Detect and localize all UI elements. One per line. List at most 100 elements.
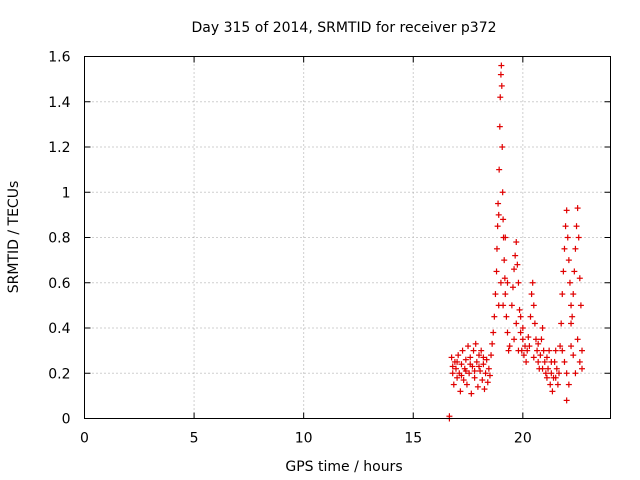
data-point <box>511 336 518 343</box>
data-point <box>543 374 550 381</box>
x-tick-label: 10 <box>295 431 313 447</box>
data-point <box>565 257 572 264</box>
data-point <box>574 336 581 343</box>
data-point <box>513 239 520 246</box>
data-point <box>577 302 584 309</box>
data-point <box>531 320 538 327</box>
data-point <box>537 352 544 359</box>
data-point <box>479 377 486 384</box>
data-point <box>579 365 586 372</box>
data-point <box>548 370 555 377</box>
data-point <box>495 211 502 218</box>
grid-lines <box>84 56 611 419</box>
x-tick-label: 0 <box>80 431 89 447</box>
x-tick-label: 5 <box>190 431 199 447</box>
data-point <box>559 347 566 354</box>
data-point <box>542 370 549 377</box>
data-point <box>481 386 488 393</box>
data-point <box>454 374 461 381</box>
data-point <box>455 352 462 359</box>
data-point <box>502 291 509 298</box>
data-point <box>547 381 554 388</box>
data-point <box>459 347 466 354</box>
data-point <box>458 361 465 368</box>
data-point <box>520 352 527 359</box>
data-point <box>563 207 570 214</box>
data-point <box>565 381 572 388</box>
data-point <box>513 320 520 327</box>
data-point <box>454 358 461 365</box>
data-point <box>559 291 566 298</box>
data-point <box>499 144 506 150</box>
data-point <box>538 336 545 343</box>
data-point <box>472 340 479 347</box>
data-point <box>515 347 522 354</box>
data-point <box>509 284 516 291</box>
y-tick-label: 1 <box>62 185 71 201</box>
data-point <box>468 390 475 397</box>
data-point <box>564 234 571 241</box>
data-point <box>561 358 568 365</box>
data-point <box>471 374 478 381</box>
data-point <box>573 223 580 230</box>
data-point <box>449 370 456 377</box>
data-point <box>484 379 491 386</box>
data-point <box>570 352 577 359</box>
data-point <box>539 325 546 331</box>
data-point <box>579 347 586 354</box>
data-point <box>532 336 539 343</box>
data-point <box>541 358 548 365</box>
data-point <box>480 354 487 361</box>
data-point <box>553 365 560 372</box>
plot-frame <box>84 56 611 419</box>
data-point <box>458 372 465 379</box>
data-point <box>554 381 561 388</box>
data-point <box>517 313 524 320</box>
data-point <box>463 381 470 388</box>
y-tick-label: 0.8 <box>48 231 70 247</box>
data-point <box>511 266 518 273</box>
data-point <box>500 302 507 309</box>
data-point <box>480 361 487 368</box>
data-point <box>498 62 505 69</box>
data-point <box>528 291 535 298</box>
data-point <box>566 279 573 286</box>
data-point <box>525 334 532 341</box>
data-point <box>478 347 485 354</box>
data-point <box>498 82 505 89</box>
data-point <box>489 340 496 347</box>
data-point <box>535 358 542 365</box>
y-tick-label: 1.2 <box>48 140 70 156</box>
data-point <box>476 352 482 359</box>
data-point <box>535 340 542 347</box>
data-point <box>526 343 533 350</box>
data-point <box>530 302 537 309</box>
data-point <box>574 205 581 212</box>
y-axis-label: SRMTID / TECUs <box>6 181 22 294</box>
data-point <box>519 336 526 343</box>
data-point <box>519 325 526 331</box>
data-point <box>514 261 521 268</box>
data-point <box>486 372 493 379</box>
data-point <box>529 279 536 286</box>
data-point <box>504 279 511 286</box>
data-point <box>572 370 579 377</box>
data-point <box>467 361 474 368</box>
data-point <box>527 313 534 320</box>
data-point <box>462 356 469 363</box>
data-point <box>563 397 570 404</box>
data-point <box>477 367 484 374</box>
data-point <box>545 365 552 372</box>
data-point <box>524 347 531 354</box>
data-point <box>534 347 541 354</box>
data-point <box>546 347 553 354</box>
data-point <box>503 313 510 320</box>
y-tick-label: 0.2 <box>48 366 70 382</box>
data-point <box>557 343 564 350</box>
data-point <box>482 370 489 377</box>
data-point <box>474 383 481 390</box>
data-point <box>500 216 507 223</box>
data-point <box>576 275 583 282</box>
y-tick-label: 0.6 <box>48 276 70 292</box>
x-axis-label: GPS time / hours <box>285 459 402 475</box>
